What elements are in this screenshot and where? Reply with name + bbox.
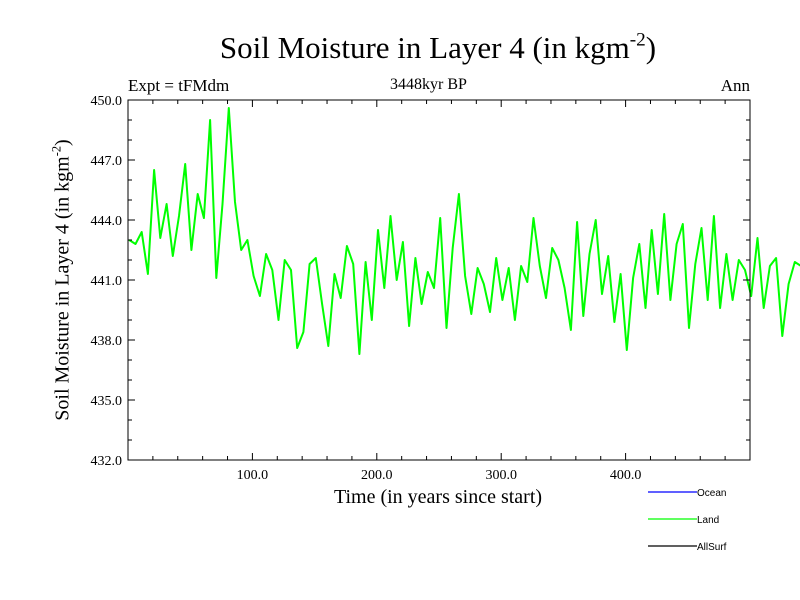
y-tick-label: 444.0 [91,214,123,229]
axes: 432.0 435.0 438.0 441.0 444.0 447.0 450.0 100.0… [91,94,751,483]
legend: Ocean Land AllSurf [648,488,727,553]
y-tick-label: 441.0 [91,274,123,289]
y-tick-label: 450.0 [91,94,123,109]
series-layer [128,107,800,355]
x-tick-label: 400.0 [610,468,642,483]
y-tick-label: 438.0 [91,334,123,349]
y-tick-label: 435.0 [91,394,123,409]
legend-label-ocean: Ocean [697,488,726,499]
x-tick-label: 100.0 [237,468,269,483]
y-tick-label: 432.0 [91,454,123,469]
chart-subtitle: 3448kyr BP [390,76,467,93]
y-tick-label: 447.0 [91,154,123,169]
x-tick-label: 200.0 [361,468,393,483]
x-tick-label: 300.0 [485,468,517,483]
legend-label-land: Land [697,515,719,526]
legend-label-allsurf: AllSurf [697,542,727,553]
x-axis-label: Time (in years since start) [333,486,543,508]
period-label: Ann [720,76,750,95]
series-line-land [128,107,800,355]
experiment-label: Expt = tFMdm [128,76,230,95]
chart-title: Soil Moisture in Layer 4 (in kgm-2) [219,29,657,65]
